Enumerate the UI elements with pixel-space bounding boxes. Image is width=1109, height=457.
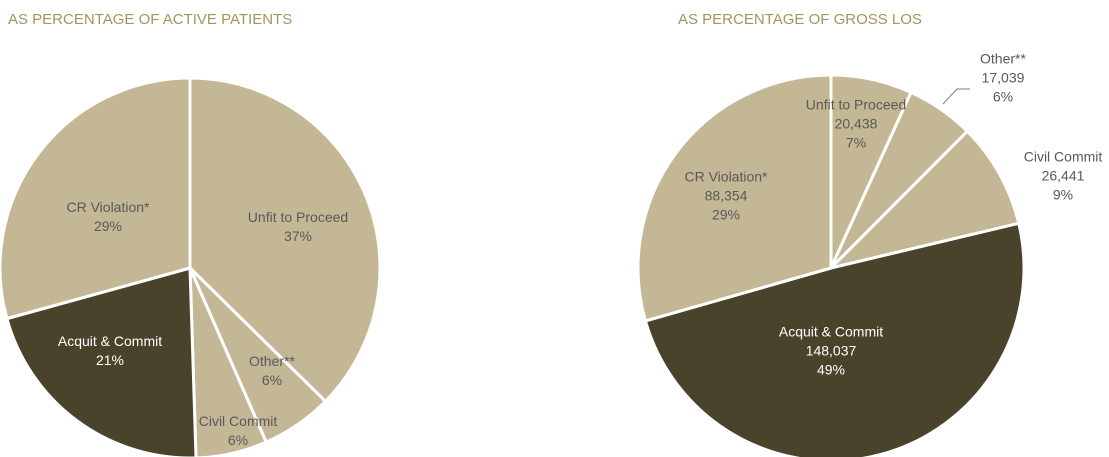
leader-line [942,88,970,105]
slice-label: 37% [284,228,312,244]
chart-title: AS PERCENTAGE OF GROSS LOS [678,11,922,28]
slice-label: Civil Commit [1024,149,1103,165]
slice-label: 26,441 [1042,168,1085,184]
slice-label: 6% [262,372,282,388]
slice-label: Unfit to Proceed [806,97,906,113]
slice-label: Unfit to Proceed [248,209,348,225]
slice-label: CR Violation* [684,169,768,185]
slice-label: 49% [817,362,845,378]
pie-slice [636,73,833,323]
slice-label: 9% [1053,187,1073,203]
slice-label: CR Violation* [66,199,150,215]
slice-label: 6% [993,89,1013,105]
slice-label: 88,354 [705,188,748,204]
slice-label: Civil Commit [199,413,278,429]
slice-label: 20,438 [835,116,878,132]
slice-label: Other** [249,353,295,369]
slice-label: 21% [96,352,124,368]
pie-slice [188,76,382,404]
pie-slice [0,76,192,321]
slice-label: Acquit & Commit [779,324,883,340]
pie-slice [643,221,1026,457]
slice-label: Other** [980,51,1026,67]
slice-label: Acquit & Commit [58,333,162,349]
pie-slice [188,267,269,457]
slice-label: 29% [94,218,122,234]
slice-label: 7% [846,135,866,151]
slice-label: 17,039 [982,70,1025,86]
chart-title: AS PERCENTAGE OF ACTIVE PATIENTS [8,11,292,28]
slice-label: 148,037 [806,343,857,359]
slice-label: 29% [712,207,740,223]
slice-label: 6% [228,432,248,448]
